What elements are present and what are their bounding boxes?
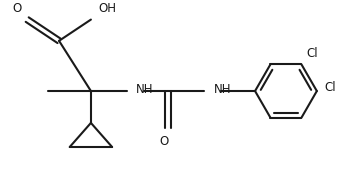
Text: O: O: [160, 136, 169, 148]
Text: Cl: Cl: [325, 81, 336, 94]
Text: NH: NH: [136, 83, 154, 96]
Text: OH: OH: [99, 2, 117, 15]
Text: Cl: Cl: [306, 47, 318, 60]
Text: NH: NH: [214, 83, 231, 96]
Text: O: O: [12, 2, 21, 15]
